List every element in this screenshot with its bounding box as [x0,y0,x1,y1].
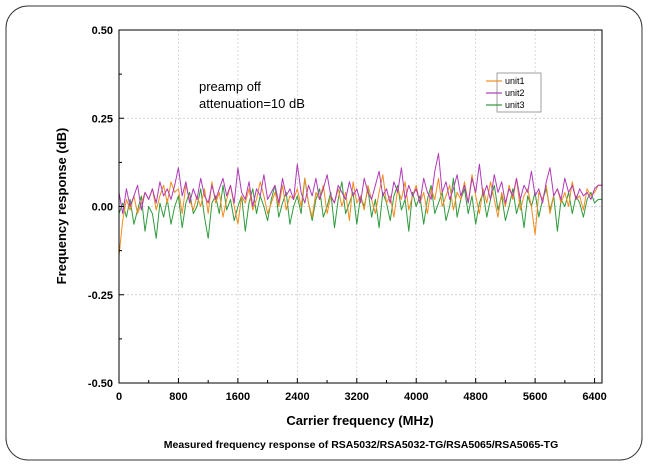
y-tick-label: 0.25 [92,113,113,125]
x-tick-label: 1600 [226,391,250,403]
y-tick-label: -0.50 [88,378,113,390]
x-tick-label: 5600 [523,391,547,403]
legend-label-unit3: unit3 [505,100,525,110]
x-tick-label: 2400 [285,391,309,403]
series-line-unit2 [118,153,602,215]
x-tick-label: 3200 [345,391,369,403]
x-axis-label: Carrier frequency (MHz) [286,413,433,428]
legend-box [496,72,542,113]
x-tick-label: 800 [169,391,187,403]
series-line-unit1 [118,174,602,256]
figure-frame [5,5,643,461]
y-tick-label: 0.00 [92,202,113,214]
axis-ticks: 0.50 0.25 0.00 -0.25 -0.500 800 1600 2400 3200 40… [88,25,607,403]
x-tick-label: 0 [116,391,122,403]
legend-label-unit1: unit1 [505,76,525,86]
legend-label-unit2: unit2 [505,88,525,98]
legend: unit1 unit2 unit3 [486,72,542,113]
annotation-preamp: preamp off [199,79,261,94]
annotation-attenuation: attenuation=10 dB [199,96,305,111]
series-lines [118,153,602,256]
x-tick-label: 6400 [582,391,606,403]
x-tick-label: 4800 [463,391,487,403]
x-tick-label: 4000 [404,391,428,403]
y-tick-label: 0.50 [92,25,113,37]
y-axis-label: Frequency response (dB) [54,128,69,285]
y-tick-label: -0.25 [88,290,113,302]
figure-caption: Measured frequency response of RSA5032/R… [164,439,558,451]
